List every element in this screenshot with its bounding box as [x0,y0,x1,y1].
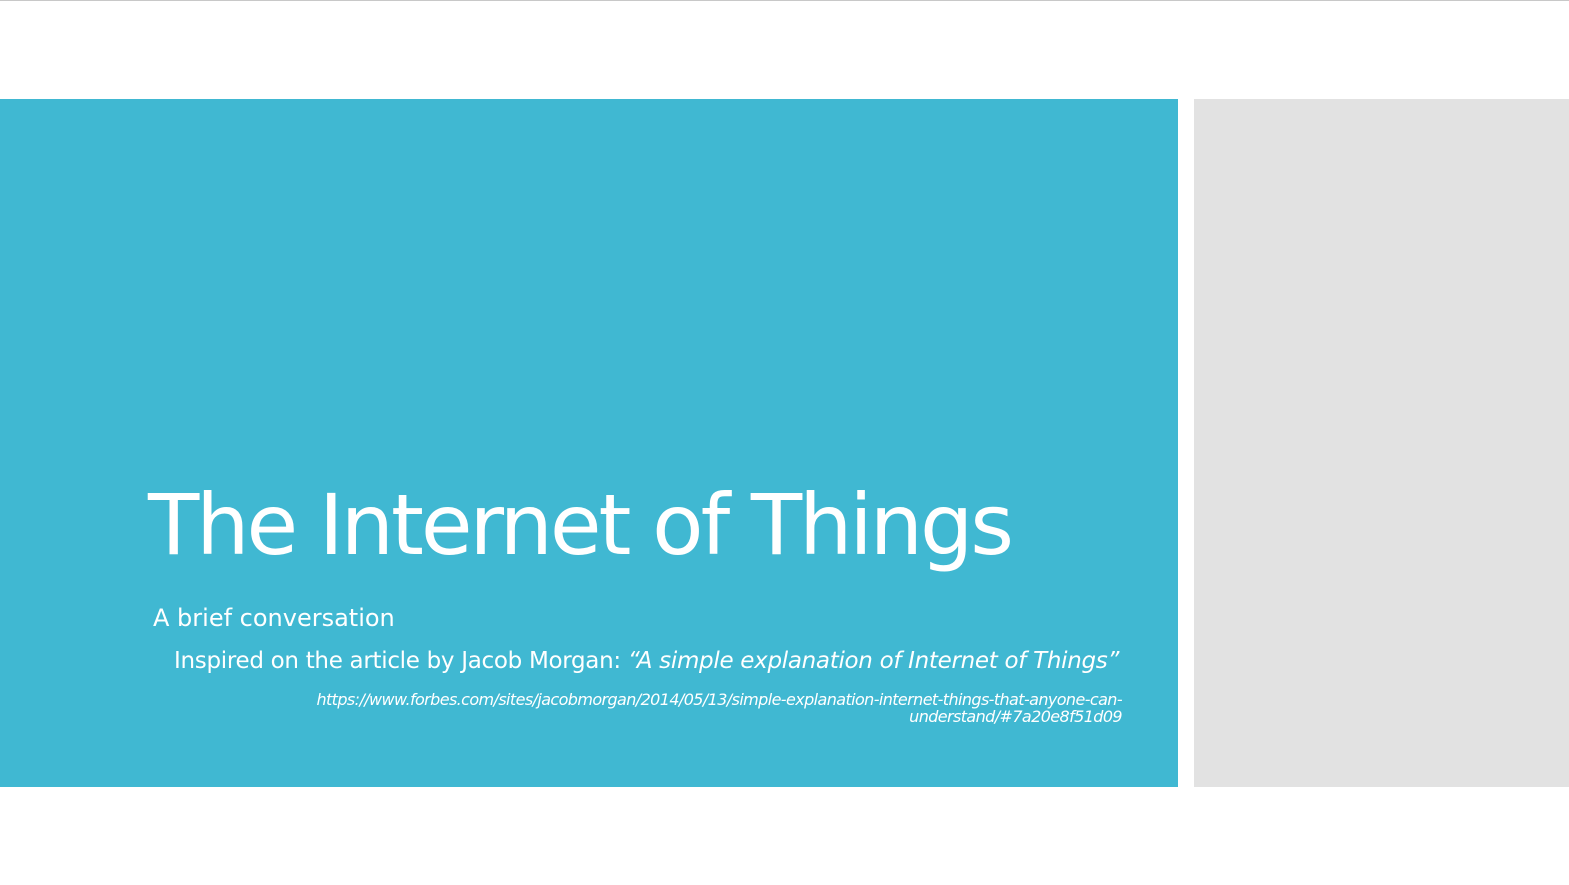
source-url[interactable]: https://www.forbes.com/sites/jacobmorgan… [240,691,1122,725]
inspired-prefix: Inspired on the article by Jacob Morgan: [174,648,628,674]
top-divider [0,0,1569,1]
article-title-quote: “A simple explanation of Internet of Thi… [627,648,1120,674]
title-slide-band [0,99,1178,787]
slide-title: The Internet of Things [148,476,1014,574]
source-url-line-1[interactable]: https://www.forbes.com/sites/jacobmorgan… [316,690,1122,709]
slide-subtitle: A brief conversation [153,604,395,632]
side-panel [1194,99,1569,787]
inspired-line: Inspired on the article by Jacob Morgan:… [174,646,1119,676]
source-url-line-2[interactable]: understand/#7a20e8f51d09 [909,707,1122,726]
